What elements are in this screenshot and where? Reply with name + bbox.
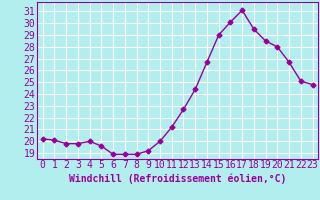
X-axis label: Windchill (Refroidissement éolien,°C): Windchill (Refroidissement éolien,°C): [69, 173, 286, 184]
